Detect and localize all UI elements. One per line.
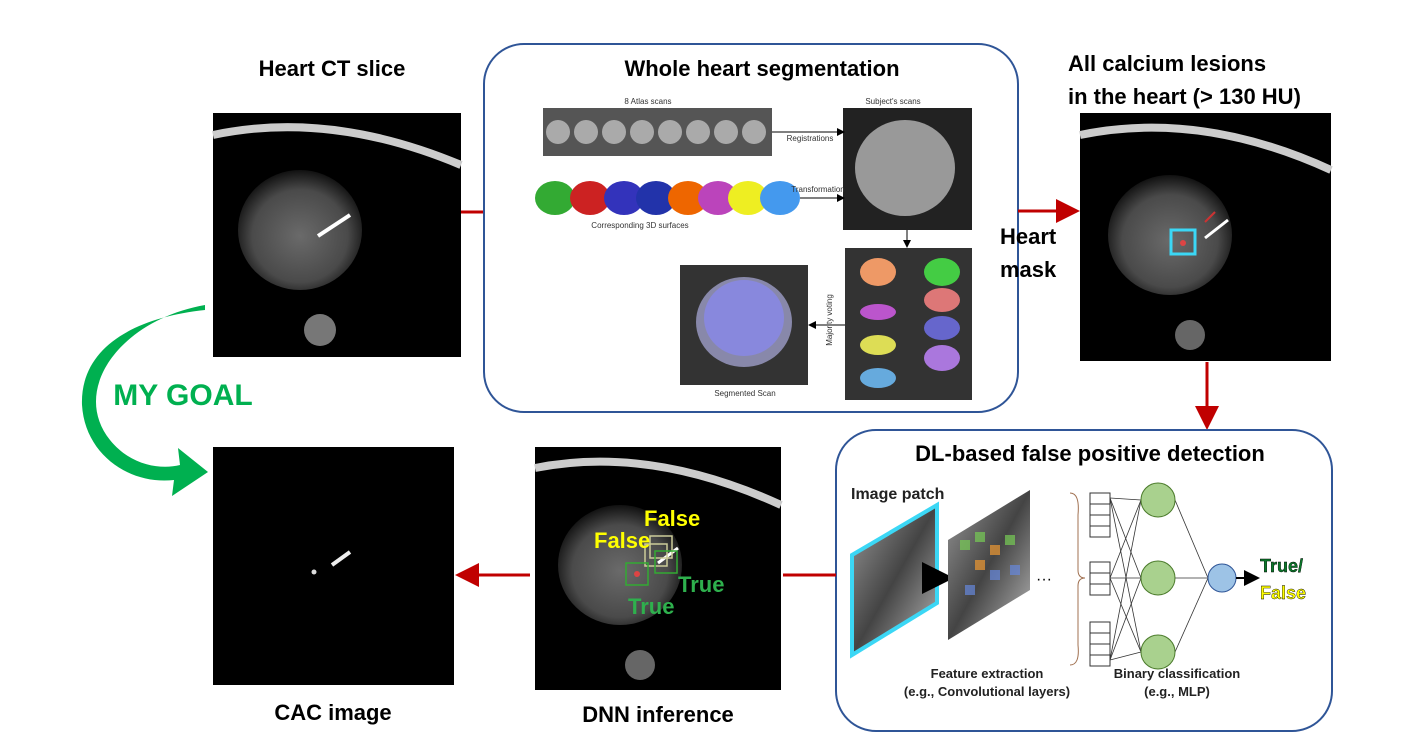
title: Whole heart segmentation (624, 56, 899, 81)
goal-arrow (81, 305, 208, 496)
title: DNN inference (582, 702, 734, 727)
fp-box (835, 429, 1333, 732)
label: (e.g., MLP) (1144, 684, 1210, 699)
feature-map (948, 490, 1030, 640)
dnn-label: False (644, 506, 700, 531)
label: Transformation (791, 185, 845, 194)
ct-image (534, 447, 783, 690)
segmented-scan (680, 265, 808, 385)
label: Registrations (787, 134, 834, 143)
output-label: False (1260, 583, 1306, 603)
neurons (1140, 482, 1237, 670)
output-label: True/ (1260, 556, 1303, 576)
ellipsis: ··· (1036, 571, 1052, 588)
label: Majority voting (825, 294, 834, 346)
label: Binary classification (1114, 666, 1240, 681)
dnn-label: True (678, 572, 724, 597)
label: Segmented Scan (714, 389, 775, 398)
ct-image (212, 113, 463, 357)
label: Corresponding 3D surfaces (591, 221, 688, 230)
mask-label: mask (1000, 257, 1057, 282)
label: Image patch (851, 486, 944, 503)
vector (1089, 492, 1111, 667)
surfaces (535, 181, 800, 215)
label: Subject's scans (865, 97, 920, 106)
atlas-strip (543, 108, 772, 156)
title: in the heart (> 130 HU) (1068, 84, 1301, 109)
dnn-label: False (594, 528, 650, 553)
cac-image (213, 447, 454, 685)
subject-scan (843, 108, 972, 230)
title: CAC image (274, 700, 391, 725)
brace (1069, 492, 1086, 666)
title: Heart CT slice (259, 56, 406, 81)
title: All calcium lesions (1068, 51, 1266, 76)
connections (1109, 497, 1209, 661)
dnn-label: True (628, 594, 674, 619)
label: Feature extraction (931, 666, 1044, 681)
goal-label: MY GOAL (113, 379, 252, 412)
image-patch (850, 501, 939, 659)
title: DL-based false positive detection (915, 441, 1265, 466)
vote-grid (845, 248, 972, 400)
label: (e.g., Convolutional layers) (904, 684, 1070, 699)
label: 8 Atlas scans (624, 97, 671, 106)
ct-image (1079, 113, 1333, 361)
mask-label: Heart (1000, 224, 1057, 249)
